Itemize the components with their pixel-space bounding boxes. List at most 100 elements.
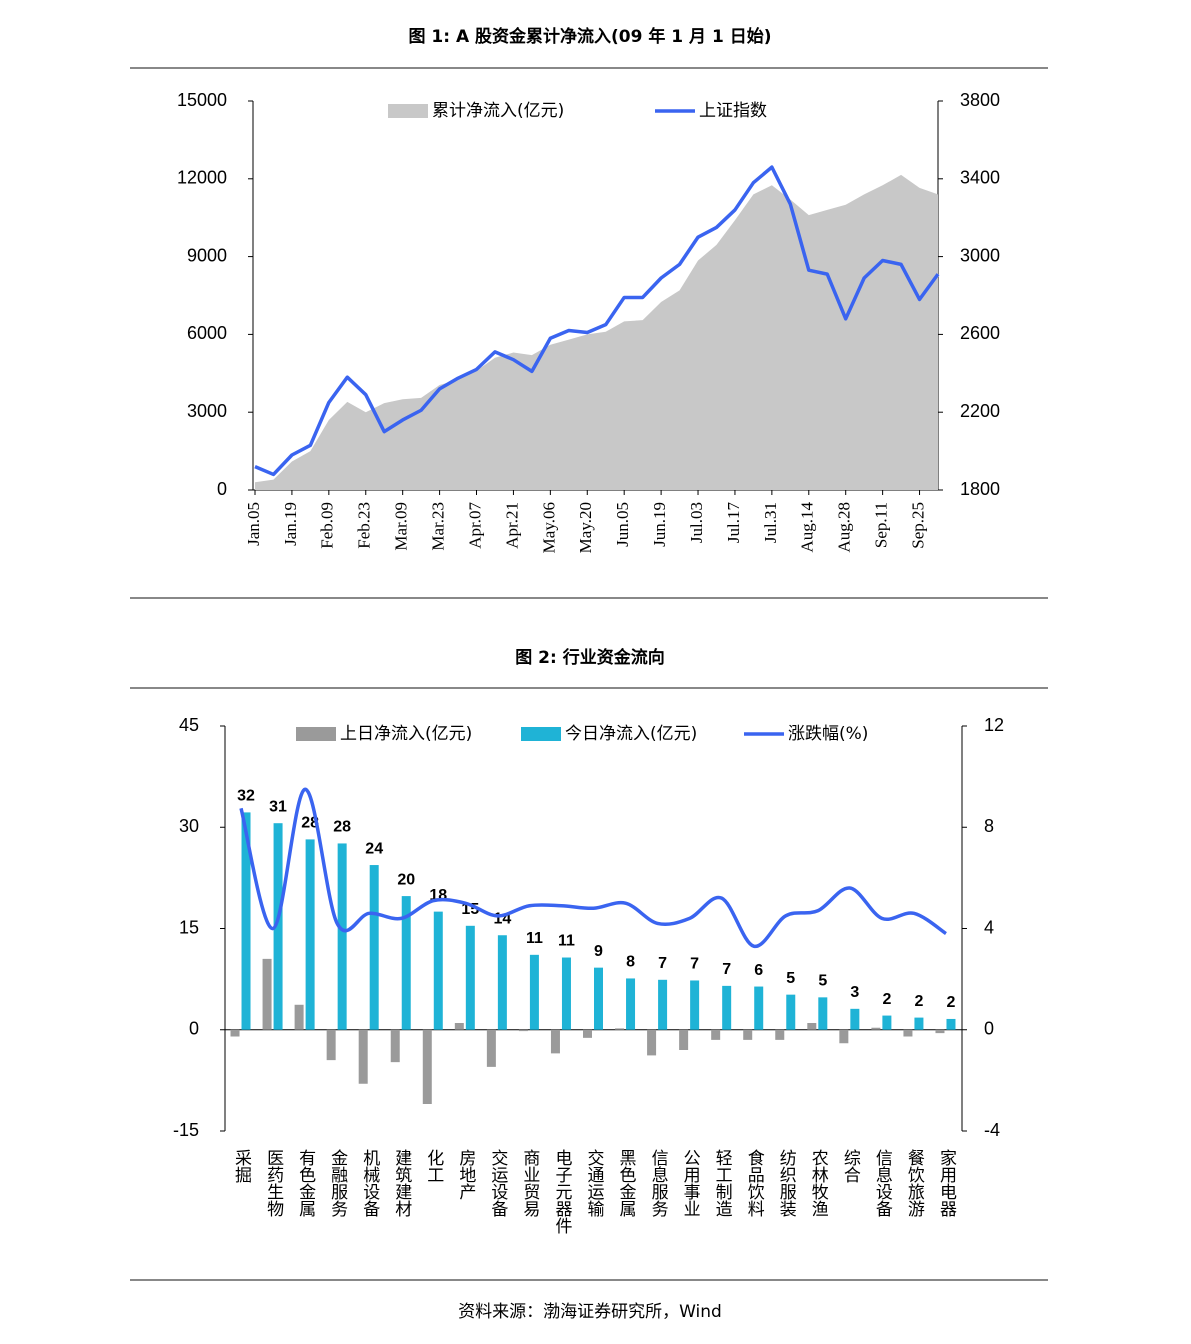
legend-label: 累计净流入(亿元) xyxy=(432,101,564,121)
bar xyxy=(615,1028,625,1030)
x-tick-label: Sep.25 xyxy=(908,502,927,549)
x-tick-label: 房地产 xyxy=(455,1149,476,1200)
bar xyxy=(658,979,668,1030)
bar xyxy=(626,978,636,1030)
x-tick-label: 家用电器 xyxy=(936,1149,957,1217)
bar xyxy=(647,1029,657,1056)
bar xyxy=(241,812,251,1030)
bar xyxy=(273,823,283,1030)
chart-title: 图 2: 行业资金流向 xyxy=(515,647,664,668)
bar xyxy=(807,1023,817,1030)
bar xyxy=(262,958,272,1030)
x-tick-label: 有色金属 xyxy=(295,1149,316,1217)
x-tick-label: Mar.23 xyxy=(429,502,448,551)
y2-tick-label: 3000 xyxy=(960,245,1000,265)
y-tick-label: 45 xyxy=(179,715,199,735)
data-label: 31 xyxy=(269,798,287,815)
x-tick-label: Feb.23 xyxy=(355,502,374,549)
bar xyxy=(422,1029,432,1104)
bar xyxy=(914,1017,924,1030)
source-note: 资料来源：渤海证券研究所，Wind xyxy=(458,1302,722,1322)
data-label: 7 xyxy=(658,955,667,972)
legend-label: 涨跌幅(%) xyxy=(788,724,868,744)
bar xyxy=(818,997,828,1030)
y-tick-label: 30 xyxy=(179,816,199,836)
data-label: 7 xyxy=(690,956,699,973)
y2-tick-label: 2600 xyxy=(960,323,1000,343)
y2-tick-label: 12 xyxy=(984,715,1004,735)
bar xyxy=(550,1029,560,1054)
x-tick-label: Jul.17 xyxy=(724,502,743,544)
data-label: 11 xyxy=(558,933,575,950)
x-tick-label: 医药生物 xyxy=(263,1149,284,1217)
legend-swatch xyxy=(521,727,561,741)
x-tick-label: 金融服务 xyxy=(327,1149,348,1217)
legend-label: 上证指数 xyxy=(699,101,767,121)
x-tick-label: 餐饮旅游 xyxy=(904,1149,925,1217)
y-tick-label: 3000 xyxy=(187,401,227,421)
data-label: 20 xyxy=(397,871,415,888)
x-tick-label: 电子元器件 xyxy=(551,1149,572,1234)
bar xyxy=(903,1029,913,1037)
y2-tick-label: 8 xyxy=(984,816,994,836)
bar xyxy=(518,1029,528,1032)
bar xyxy=(583,1029,592,1038)
bar xyxy=(711,1029,721,1040)
legend-label: 上日净流入(亿元) xyxy=(340,724,472,744)
bar xyxy=(690,980,700,1030)
bar xyxy=(786,994,796,1030)
data-label: 9 xyxy=(594,943,603,960)
data-label: 8 xyxy=(626,954,635,971)
bar xyxy=(326,1029,336,1061)
data-label: 7 xyxy=(722,961,731,978)
data-label: 24 xyxy=(365,840,383,857)
bar xyxy=(390,1029,400,1063)
bar xyxy=(754,986,764,1030)
x-tick-label: Jul.03 xyxy=(687,502,706,543)
y-tick-label: 0 xyxy=(217,479,227,499)
bar xyxy=(454,1023,464,1030)
x-tick-label: 食品饮料 xyxy=(744,1149,765,1217)
bar xyxy=(529,954,539,1030)
area xyxy=(255,174,938,490)
x-tick-label: 化工 xyxy=(423,1149,444,1183)
bar xyxy=(369,865,379,1030)
data-label: 5 xyxy=(818,973,827,990)
x-tick-label: Jun.19 xyxy=(650,502,669,547)
x-tick-label: May.06 xyxy=(539,502,558,553)
bar xyxy=(743,1029,753,1040)
y-tick-label: -15 xyxy=(173,1120,199,1140)
x-tick-label: 公用事业 xyxy=(680,1149,701,1217)
x-tick-label: 采掘 xyxy=(231,1149,252,1184)
line xyxy=(254,165,940,477)
data-label: 11 xyxy=(526,930,543,947)
x-tick-label: 综合 xyxy=(840,1149,861,1183)
x-tick-label: 黑色金属 xyxy=(616,1149,637,1217)
x-tick-label: 商业贸易 xyxy=(519,1149,540,1218)
bar xyxy=(871,1027,881,1030)
x-tick-label: 轻工制造 xyxy=(712,1149,733,1217)
x-tick-label: May.20 xyxy=(576,502,595,553)
x-tick-label: 信息服务 xyxy=(648,1149,669,1217)
line xyxy=(239,787,947,948)
bar xyxy=(294,1004,304,1030)
legend-swatch xyxy=(296,727,336,741)
bar xyxy=(497,935,507,1030)
bar xyxy=(358,1029,368,1084)
y2-tick-label: 0 xyxy=(984,1019,994,1039)
data-label: 3 xyxy=(850,984,859,1001)
bar xyxy=(946,1018,956,1030)
x-tick-label: Aug.14 xyxy=(798,502,817,553)
bar xyxy=(486,1029,496,1067)
bar xyxy=(401,896,411,1030)
bar xyxy=(305,839,315,1030)
bar xyxy=(839,1029,849,1044)
data-label: 2 xyxy=(882,991,891,1008)
legend-label: 今日净流入(亿元) xyxy=(565,724,697,744)
data-label: 2 xyxy=(914,993,923,1010)
bar xyxy=(850,1008,860,1030)
bar xyxy=(722,985,732,1030)
y-tick-label: 12000 xyxy=(177,168,227,188)
bar xyxy=(775,1029,785,1040)
